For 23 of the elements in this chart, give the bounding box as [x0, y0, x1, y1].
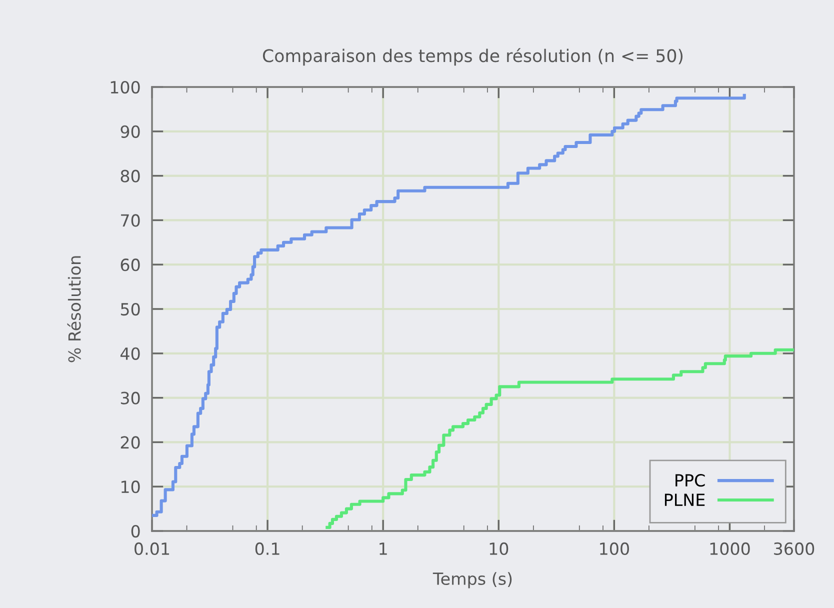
y-tick-label: 0: [131, 524, 140, 538]
y-tick-label: 30: [120, 392, 140, 404]
x-tick-label: 0.1: [255, 542, 280, 556]
x-tick-label: 1: [380, 542, 387, 555]
y-tick-label: 10: [122, 480, 140, 494]
x-tick-label: 3600: [774, 542, 814, 556]
x-tick-label: 100: [600, 542, 629, 556]
y-tick-label: 50: [120, 302, 140, 316]
x-tick-label: 1000: [710, 542, 750, 556]
y-tick-label: 80: [120, 170, 140, 182]
y-tick-label: 60: [120, 258, 140, 272]
chart-title: Comparaison des temps de résolution (n <= 50): [262, 48, 683, 66]
y-axis-title: % Résolution: [67, 256, 81, 362]
y-tick-label: 20: [120, 436, 140, 449]
y-tick-label: 40: [120, 347, 140, 360]
x-axis-title: Temps (s): [432, 572, 512, 588]
legend-label: PLNE: [664, 494, 705, 506]
y-tick-label: 70: [121, 214, 140, 227]
y-tick-label: 100: [110, 80, 140, 94]
x-tick-label: 10: [490, 542, 508, 556]
y-tick-label: 90: [120, 125, 140, 138]
legend-label: PPC: [676, 474, 705, 487]
x-tick-label: 0.01: [134, 542, 170, 556]
